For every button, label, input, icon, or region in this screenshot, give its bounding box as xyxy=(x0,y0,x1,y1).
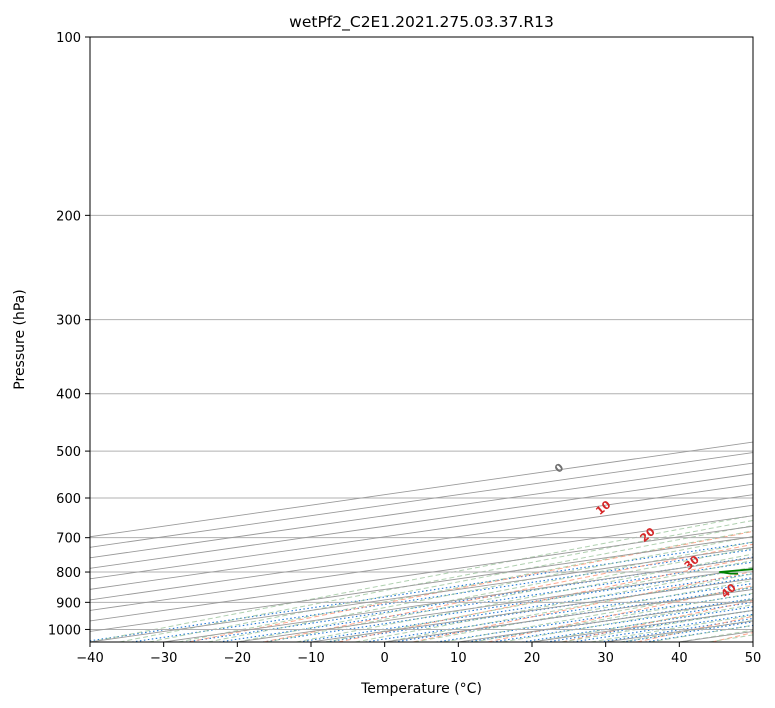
mixing-ratio-lines: 0.10.20.40.611.52346810131620253036 xyxy=(90,541,753,642)
isotherm-line xyxy=(90,483,753,580)
isotherm-line xyxy=(163,557,753,642)
moist-adiabat xyxy=(119,519,753,642)
mixing-ratio-line xyxy=(599,617,753,642)
moist-adiabat xyxy=(473,592,753,642)
isobar-grid xyxy=(90,37,753,630)
moist-adiabat xyxy=(649,624,753,642)
x-tick-label: 20 xyxy=(524,651,541,666)
chart-title: wetPf2_C2E1.2021.275.03.37.R13 xyxy=(289,13,554,32)
isotherm-line xyxy=(90,515,753,611)
moist-adiabat xyxy=(502,598,753,642)
y-tick-label: 1000 xyxy=(48,623,81,638)
isotherm-line xyxy=(90,462,753,559)
x-tick-label: −40 xyxy=(76,651,103,666)
x-tick-label: −30 xyxy=(150,651,177,666)
x-tick-label: −20 xyxy=(224,651,251,666)
dry-adiabat xyxy=(487,585,753,642)
mixing-ratio-line xyxy=(185,556,753,642)
y-tick-label: 200 xyxy=(56,209,81,224)
plot-area: 0.10.20.40.611.52346810131620253036 -100… xyxy=(90,37,753,642)
isotherm-line xyxy=(90,525,753,622)
sounding-series xyxy=(718,568,753,575)
mixing-ratio-line xyxy=(522,606,753,642)
moist-adiabat xyxy=(620,619,753,642)
y-tick-label: 400 xyxy=(56,388,81,403)
mixing-ratio-line xyxy=(394,587,753,642)
x-tick-label: 40 xyxy=(671,651,688,666)
y-tick-label: 700 xyxy=(56,532,81,547)
isotherm-line xyxy=(90,504,753,601)
isotherm-line xyxy=(90,441,753,538)
dry-adiabat xyxy=(412,570,753,642)
x-axis-ticks: −40 −30 −20 −10 0 10 20 30 40 50 xyxy=(76,642,761,666)
moist-adiabat xyxy=(384,573,753,642)
wetbulb-label: 40 xyxy=(719,581,739,601)
x-tick-label: −10 xyxy=(297,651,324,666)
y-tick-label: 800 xyxy=(56,566,81,581)
moist-adiabat xyxy=(207,535,753,642)
plot-frame xyxy=(89,36,754,643)
dry-adiabat xyxy=(263,543,753,642)
moist-adiabat xyxy=(148,525,753,642)
moist-adiabat xyxy=(266,547,753,642)
wetbulb-label: 0 xyxy=(552,461,566,476)
dry-adiabat xyxy=(188,530,753,642)
dry-adiabat xyxy=(636,615,753,642)
isotherm-line xyxy=(90,473,753,569)
moist-adiabat xyxy=(561,609,753,642)
moist-adiabat xyxy=(325,559,753,642)
moist-adiabat xyxy=(237,541,753,642)
moist-adiabat xyxy=(590,614,753,642)
y-tick-label: 600 xyxy=(56,492,81,507)
isotherm-line xyxy=(90,536,753,632)
isotherm-line xyxy=(90,452,753,548)
mixing-ratio-line xyxy=(131,548,753,642)
moist-adiabat xyxy=(178,530,753,642)
isotherm-line xyxy=(752,641,753,642)
dry-adiabat xyxy=(711,632,753,642)
mixing-ratio-line xyxy=(572,613,753,642)
y-tick-label: 900 xyxy=(56,596,81,611)
dry-adiabats xyxy=(188,530,753,642)
isotherm-line xyxy=(605,620,753,642)
mixing-ratio-line xyxy=(492,601,753,642)
moist-adiabat xyxy=(414,579,753,642)
y-axis-ticks: 100 200 300 400 500 600 700 800 900 1000 xyxy=(48,31,90,638)
y-tick-label: 300 xyxy=(56,314,81,329)
mixing-ratio-line xyxy=(365,582,753,642)
y-tick-label: 500 xyxy=(56,445,81,460)
isotherm-grid xyxy=(90,441,753,642)
x-tick-label: 30 xyxy=(597,651,614,666)
y-tick-label: 100 xyxy=(56,31,81,46)
x-axis-label: Temperature (°C) xyxy=(360,681,482,697)
dry-adiabat xyxy=(562,600,753,642)
dewpoint-trace xyxy=(718,568,753,575)
x-tick-label: 0 xyxy=(381,651,389,666)
x-tick-label: 10 xyxy=(450,651,467,666)
isotherm-line xyxy=(90,494,753,590)
mixing-ratio-line xyxy=(218,561,753,642)
dry-adiabat xyxy=(338,557,753,642)
x-tick-label: 50 xyxy=(745,651,762,666)
y-axis-label: Pressure (hPa) xyxy=(12,289,28,389)
